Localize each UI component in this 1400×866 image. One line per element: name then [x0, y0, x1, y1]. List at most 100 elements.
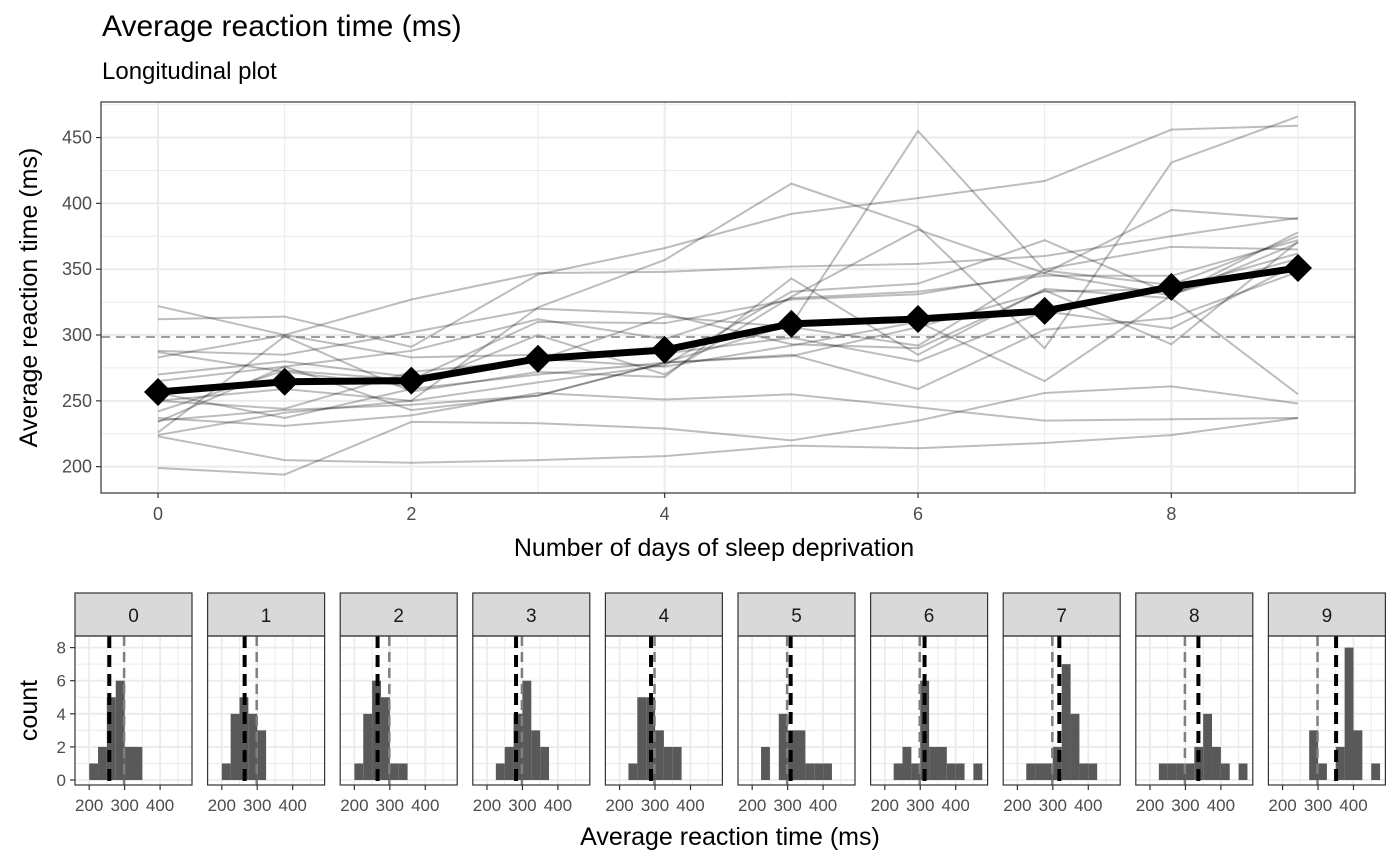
facet-panel-2: 2 200 300 400: [339, 592, 458, 815]
subject-line: [157, 239, 1299, 437]
histogram-bar: [1043, 763, 1053, 781]
histogram-bar: [115, 680, 125, 781]
histogram-bar: [354, 763, 364, 781]
plot-area: [101, 115, 1355, 476]
mean-series-line: [157, 264, 1299, 396]
histogram-bar: [221, 763, 231, 781]
facet-panel-6: 6 200 300 400: [869, 592, 989, 815]
facet-x-tick-label: 200: [605, 796, 633, 815]
histogram-bar: [814, 763, 824, 781]
subject-line: [157, 216, 1299, 359]
histogram-bar: [672, 746, 682, 781]
subject-line: [157, 245, 1299, 410]
histogram-x-axis-title: Average reaction time (ms): [580, 823, 880, 851]
histogram-bar: [540, 746, 550, 781]
facet-x-tick-label: 200: [738, 796, 766, 815]
mean-point: [777, 309, 806, 338]
facet-x-tick-label: 400: [676, 796, 704, 815]
facet-x-tick-label: 400: [279, 796, 307, 815]
histogram-bar: [655, 730, 664, 781]
facet-strip: [339, 592, 458, 637]
histogram-bar: [363, 713, 373, 781]
histogram-bar: [1088, 763, 1098, 781]
histogram-bar: [1079, 763, 1089, 781]
histogram-bar: [929, 746, 938, 781]
histogram-bar: [230, 713, 240, 781]
mean-point: [1284, 254, 1312, 283]
mean-point: [1157, 272, 1186, 301]
subject-line: [157, 129, 1299, 419]
histogram-bar: [380, 697, 390, 781]
histogram-bar: [1220, 763, 1230, 781]
mean-point: [270, 367, 299, 396]
y-tick-label: 250: [62, 391, 92, 411]
facet-strip: [869, 592, 989, 637]
histogram-bar: [1203, 713, 1213, 781]
histogram-bar: [761, 746, 770, 781]
histogram-bar: [1344, 647, 1354, 781]
histogram-bar: [133, 746, 143, 781]
x-tick-label: 2: [406, 504, 416, 524]
subject-line: [157, 277, 1299, 434]
facet-y-tick-label: 6: [57, 672, 66, 691]
facet-panel-9: 9 200 300 400: [1267, 592, 1387, 815]
histogram-bar: [98, 746, 107, 781]
histogram-bar: [1061, 664, 1071, 781]
chart-title: Average reaction time (ms): [102, 10, 462, 43]
histogram-bar: [946, 763, 956, 781]
subject-line: [157, 270, 1299, 412]
subject-line: [157, 391, 1299, 427]
histogram-bar: [902, 746, 912, 781]
facet-border: [207, 635, 326, 786]
chart-subtitle: Longitudinal plot: [102, 58, 277, 85]
x-axis-title: Number of days of sleep deprivation: [514, 534, 914, 562]
facet-strip-label: 1: [261, 606, 272, 627]
histogram-bar: [637, 697, 647, 781]
facet-border: [1135, 635, 1254, 786]
facet-strip-label: 9: [1322, 606, 1333, 627]
histogram-bar: [1167, 763, 1177, 781]
facet-x-tick-label: 400: [809, 796, 837, 815]
mean-point: [144, 378, 172, 407]
histogram-bar: [124, 746, 134, 781]
facet-x-tick-label: 400: [1339, 796, 1367, 815]
histogram-bar: [531, 730, 541, 781]
histogram-bar: [823, 763, 832, 781]
subject-line: [157, 252, 1299, 422]
x-tick-label: 6: [913, 504, 923, 524]
facet-border: [737, 635, 856, 786]
facet-panel-0: 0 200 300 400 0 2 4 6 8: [57, 592, 193, 815]
facet-border: [1002, 635, 1121, 786]
facet-x-tick-label: 400: [411, 796, 439, 815]
facet-x-tick-label: 200: [340, 796, 368, 815]
facet-x-tick-label: 300: [110, 796, 138, 815]
histogram-bar: [522, 680, 532, 781]
histogram-bar: [1335, 746, 1345, 781]
histogram-bar: [504, 746, 514, 781]
histogram-bar: [1194, 746, 1204, 781]
histogram-bar: [1318, 763, 1327, 781]
facet-border: [869, 635, 989, 786]
facet-strip: [1267, 592, 1387, 637]
histogram-bar: [1371, 763, 1381, 781]
subject-line: [157, 241, 1299, 383]
histogram-y-axis-title: count: [15, 680, 43, 741]
main-grid: [101, 102, 1355, 493]
facet-strip-label: 7: [1056, 606, 1067, 627]
facet-border: [472, 635, 591, 786]
y-tick-label: 300: [62, 325, 92, 345]
facet-strip: [1002, 592, 1121, 637]
histogram-bar: [89, 763, 99, 781]
y-axis-title: Average reaction time (ms): [15, 148, 43, 448]
subject-line: [157, 263, 1299, 363]
facet-strip: [604, 592, 724, 637]
facet-x-tick-label: 200: [1136, 796, 1164, 815]
x-tick-label: 4: [660, 504, 670, 524]
mean-point: [904, 304, 932, 333]
histogram-bar: [955, 763, 965, 781]
subject-line: [157, 385, 1299, 476]
facet-border: [604, 635, 724, 786]
histogram-bar: [973, 763, 983, 781]
histogram-bar: [1158, 763, 1168, 781]
